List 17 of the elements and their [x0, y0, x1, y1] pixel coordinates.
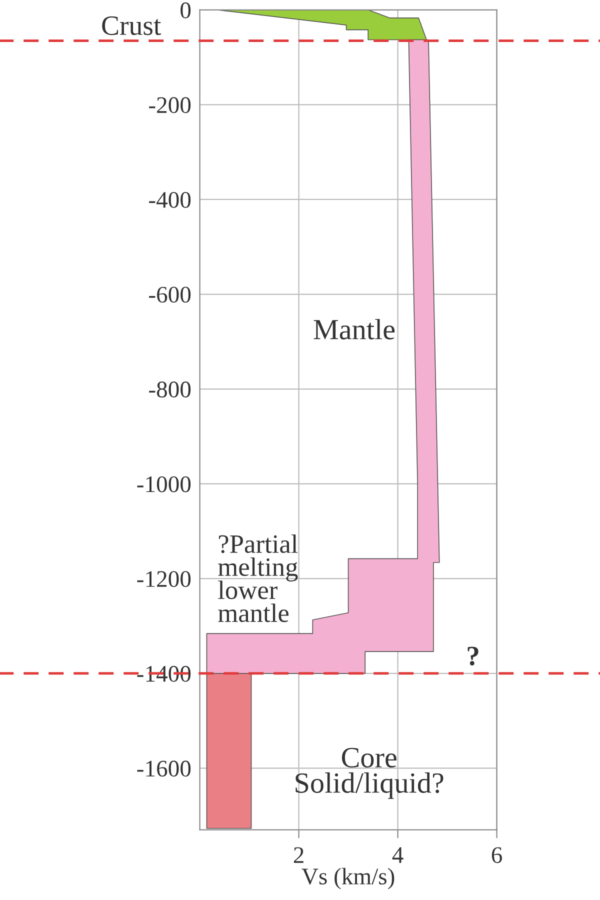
- annotation: Core Solid/liquid?: [296, 748, 444, 799]
- y-tick-label: 0: [180, 2, 191, 18]
- y-tick-label: -800: [149, 382, 191, 398]
- x-axis-title: Vs (km/s): [302, 868, 394, 890]
- x-tick-label: 6: [492, 847, 502, 864]
- y-tick-label: -1000: [137, 476, 191, 492]
- annotation: ?Partial melting lower mantle: [218, 534, 298, 622]
- y-tick-label: -1200: [137, 571, 191, 588]
- y-tick-label: -200: [149, 97, 191, 114]
- ref-line-label: Crust: [102, 16, 162, 36]
- y-tick-label: -600: [149, 286, 191, 303]
- y-tick-label: -400: [149, 192, 191, 208]
- x-tick-label: 2: [294, 847, 304, 863]
- x-tick-label: 4: [392, 847, 404, 863]
- annotation: Mantle: [314, 318, 395, 340]
- ref-line-label: ?: [468, 646, 478, 666]
- y-tick-label: -1600: [137, 760, 191, 777]
